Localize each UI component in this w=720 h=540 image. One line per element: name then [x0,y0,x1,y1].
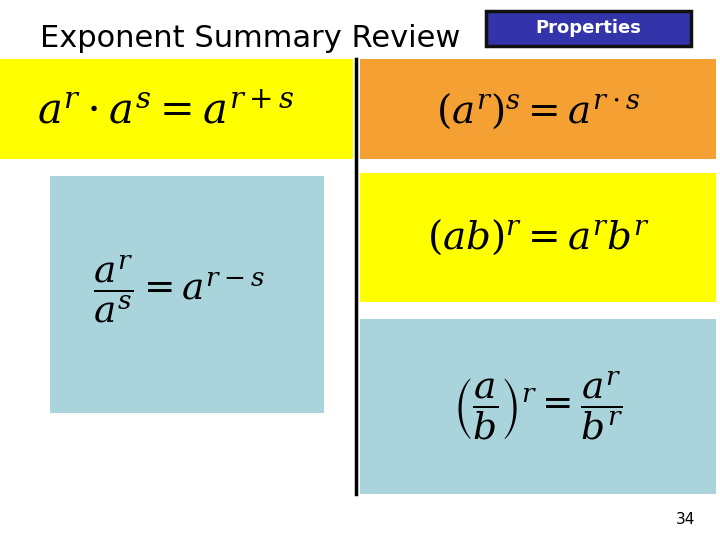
Bar [360,319,716,494]
Bar [486,11,691,46]
Bar [0,59,353,159]
Text: Exponent Summary Review: Exponent Summary Review [40,24,460,53]
Bar [360,59,716,159]
Text: $\dfrac{a^r}{a^s} = a^{r-s}$: $\dfrac{a^r}{a^s} = a^{r-s}$ [93,254,265,325]
Text: 34: 34 [675,511,695,526]
Text: $\left(a^r\right)^s = a^{r \cdot s}$: $\left(a^r\right)^s = a^{r \cdot s}$ [436,92,641,131]
Text: $\left(\dfrac{a}{b}\right)^r = \dfrac{a^r}{b^r}$: $\left(\dfrac{a}{b}\right)^r = \dfrac{a^… [454,370,623,442]
Text: $a^r \cdot a^s = a^{r+s}$: $a^r \cdot a^s = a^{r+s}$ [37,90,294,132]
Bar [360,173,716,302]
Text: Properties: Properties [536,19,642,37]
Text: $\left(ab\right)^r = a^r b^r$: $\left(ab\right)^r = a^r b^r$ [427,218,649,257]
Bar [50,176,324,413]
